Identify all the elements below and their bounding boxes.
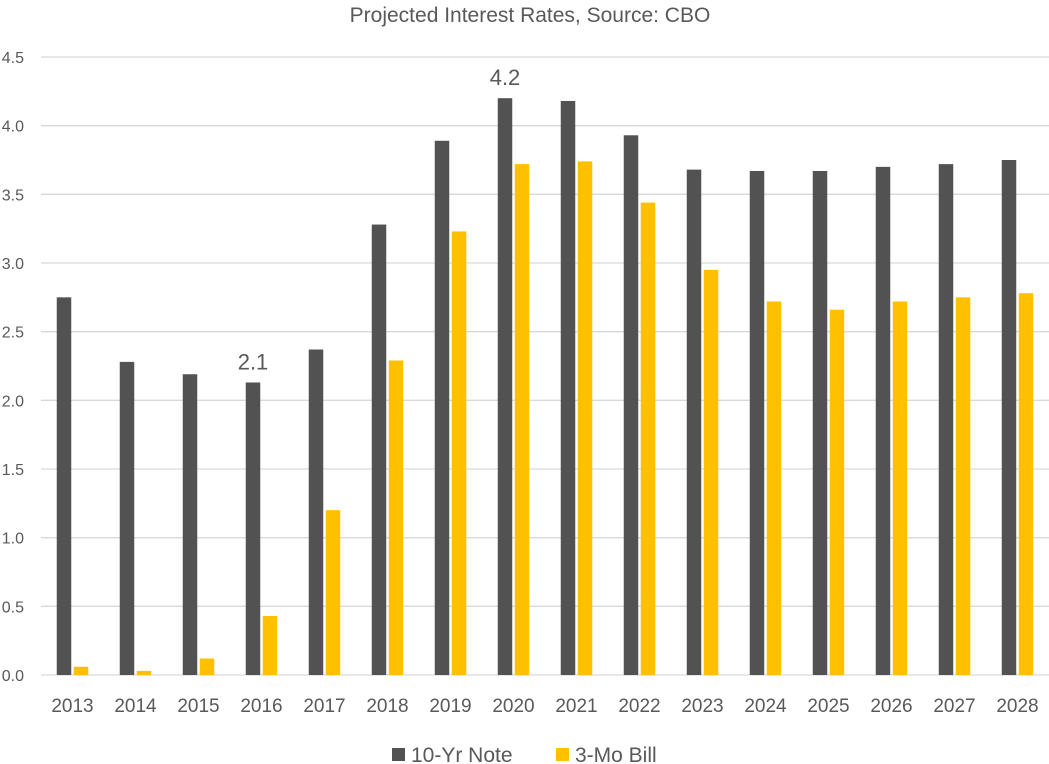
bar-3-mo-bill-2028 [1018,293,1034,675]
bar-10-yr-note-2018 [371,224,387,675]
y-tick-label: 3.0 [2,256,24,273]
x-tick-label: 2015 [177,696,219,717]
x-tick-label: 2014 [114,696,157,717]
x-tick-label: 2022 [618,696,660,717]
bar-10-yr-note-2020 [497,98,513,675]
x-tick-label: 2023 [681,696,723,717]
y-tick-label: 1.0 [2,531,24,548]
y-tick-label: 1.5 [2,462,24,479]
x-tick-label: 2028 [996,696,1038,717]
legend: 10-Yr Note 3-Mo Bill [392,744,657,764]
legend-swatch [556,748,569,761]
x-tick-label: 2026 [870,696,912,717]
y-tick-label: 4.5 [2,50,24,67]
x-tick-label: 2020 [492,696,534,717]
x-tick-label: 2021 [555,696,597,717]
bar-3-mo-bill-2021 [577,161,593,675]
bar-3-mo-bill-2020 [514,164,530,675]
y-tick-label: 0.0 [2,668,24,685]
bar-3-mo-bill-2014 [136,670,152,675]
x-tick-label: 2013 [51,696,93,717]
y-tick-label: 2.5 [2,325,24,342]
bar-3-mo-bill-2013 [73,666,89,675]
bar-3-mo-bill-2026 [892,301,908,675]
gridlines [41,56,1049,676]
bar-3-mo-bill-2025 [829,309,845,675]
x-tick-label: 2019 [429,696,471,717]
legend-label: 3-Mo Bill [575,744,657,764]
y-tick-label: 4.0 [2,119,24,136]
x-axis-ticks: 2013 2014 2015 2016 2017 2018 2019 2020 2021 2022… [51,696,1038,717]
bar-10-yr-note-2017 [308,349,324,675]
bar-10-yr-note-2014 [119,361,135,675]
data-label: 2.1 [238,349,269,374]
bar-3-mo-bill-2023 [703,269,719,675]
bar-10-yr-note-2013 [56,297,72,675]
bar-10-yr-note-2023 [686,169,702,675]
y-tick-label: 3.5 [2,187,24,204]
legend-label: 10-Yr Note [411,744,513,764]
legend-swatch [392,748,405,761]
y-tick-label: 2.0 [2,393,24,410]
bar-10-yr-note-2019 [434,140,450,676]
x-tick-label: 2025 [807,696,849,717]
data-labels: 2.1 4.2 [238,65,521,374]
bar-3-mo-bill-2018 [388,360,404,675]
bar-10-yr-note-2024 [749,170,765,675]
bar-10-yr-note-2021 [560,100,576,676]
bar-10-yr-note-2027 [938,164,954,675]
bar-10-yr-note-2025 [812,170,828,675]
bar-3-mo-bill-2015 [199,658,215,675]
x-tick-label: 2017 [303,696,345,717]
x-tick-label: 2024 [744,696,787,717]
bar-3-mo-bill-2024 [766,301,782,675]
y-tick-label: 0.5 [2,599,24,616]
bar-10-yr-note-2015 [182,374,198,675]
bar-3-mo-bill-2022 [640,202,656,675]
bar-3-mo-bill-2027 [955,297,971,675]
x-tick-label: 2027 [933,696,975,717]
bar-10-yr-note-2028 [1001,160,1017,675]
y-axis-ticks: 0.0 0.5 1.0 1.5 2.0 2.5 3.0 3.5 4.0 4.5 [2,50,24,685]
chart-title: Projected Interest Rates, Source: CBO [350,4,711,27]
bar-10-yr-note-2016 [245,382,261,675]
x-tick-label: 2016 [240,696,282,717]
bars [56,98,1034,676]
x-tick-label: 2018 [366,696,408,717]
bar-3-mo-bill-2016 [262,615,278,675]
bar-3-mo-bill-2019 [451,231,467,675]
bar-10-yr-note-2022 [623,135,639,675]
bar-10-yr-note-2026 [875,166,891,675]
data-label: 4.2 [490,65,521,90]
bar-3-mo-bill-2017 [325,510,341,675]
